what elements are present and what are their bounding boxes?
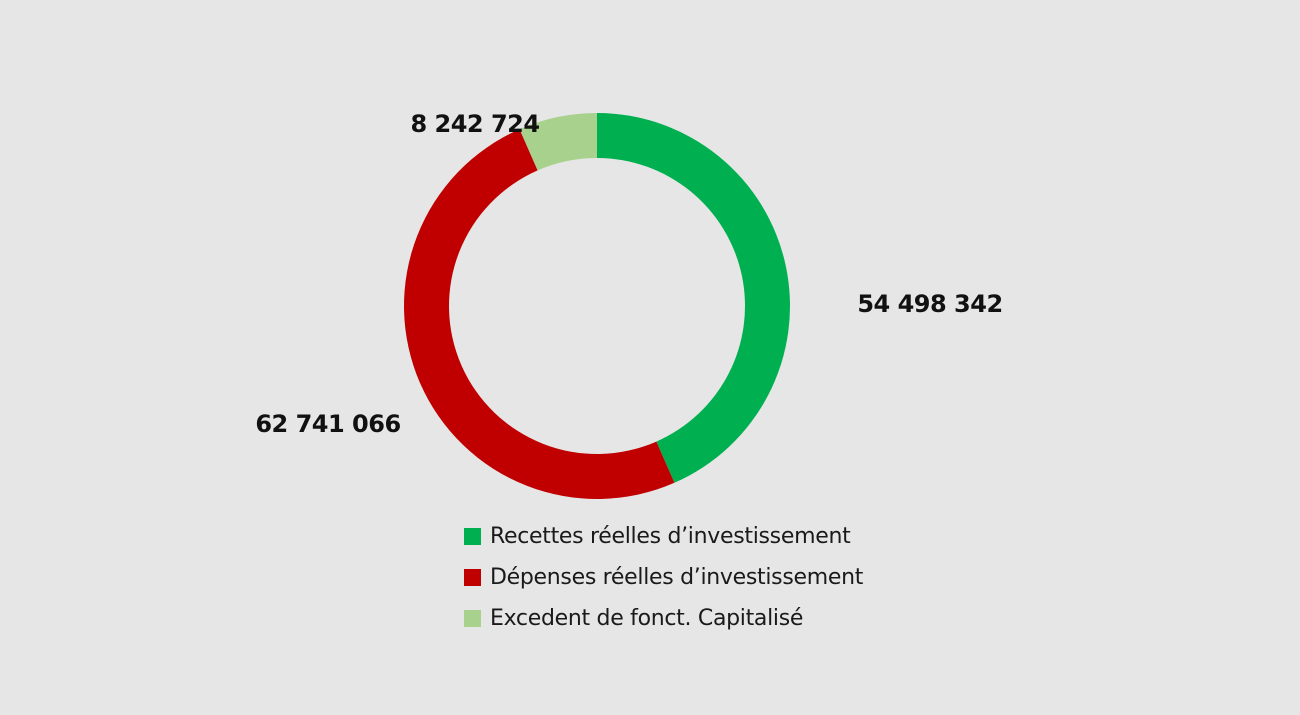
- data-label-depenses: 62 741 066: [255, 410, 400, 438]
- legend-item-recettes: Recettes réelles d’investissement: [464, 522, 863, 550]
- legend-item-depenses: Dépenses réelles d’investissement: [464, 563, 863, 591]
- donut-slice-recettes: [597, 113, 790, 483]
- legend-swatch-depenses: [464, 568, 481, 586]
- legend-item-excedent: Excedent de fonct. Capitalisé: [464, 604, 863, 632]
- legend-label-excedent: Excedent de fonct. Capitalisé: [490, 605, 804, 631]
- donut-slice-excedent: [519, 113, 597, 171]
- data-label-excedent: 8 242 724: [410, 110, 539, 138]
- donut-slice-depenses: [403, 129, 675, 500]
- legend-swatch-excedent: [464, 609, 481, 627]
- legend-label-depenses: Dépenses réelles d’investissement: [490, 564, 864, 590]
- legend-label-recettes: Recettes réelles d’investissement: [490, 523, 851, 549]
- legend-swatch-recettes: [464, 527, 481, 545]
- legend: Recettes réelles d’investissement Dépens…: [464, 522, 863, 632]
- data-label-recettes: 54 498 342: [857, 290, 1002, 318]
